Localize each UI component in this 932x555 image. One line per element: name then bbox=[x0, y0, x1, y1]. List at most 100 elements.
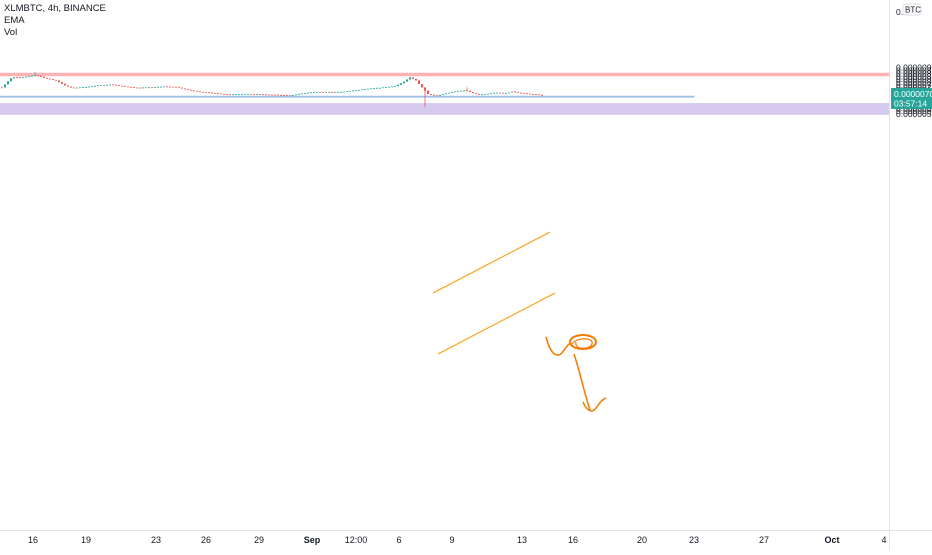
candle-body bbox=[13, 77, 15, 79]
currency-badge-box bbox=[902, 3, 922, 16]
candle-body bbox=[88, 86, 90, 88]
candle bbox=[286, 95, 288, 97]
candle-body bbox=[424, 87, 426, 91]
candle bbox=[31, 75, 33, 77]
candle bbox=[460, 90, 462, 92]
countdown-label: 03:57:14 bbox=[894, 98, 927, 108]
candle-body bbox=[70, 86, 72, 88]
candle bbox=[217, 93, 219, 95]
candle bbox=[337, 91, 339, 93]
candle-body bbox=[478, 93, 480, 95]
candle bbox=[421, 83, 423, 88]
candle bbox=[265, 94, 267, 96]
candle-body bbox=[214, 93, 216, 94]
candle-body bbox=[301, 93, 303, 95]
candle-body bbox=[280, 94, 282, 96]
candle bbox=[307, 92, 309, 94]
candle-body bbox=[319, 92, 321, 93]
candle bbox=[523, 93, 525, 94]
candle bbox=[427, 90, 429, 95]
candle bbox=[331, 91, 333, 93]
drawings bbox=[432, 231, 607, 412]
candle bbox=[34, 72, 36, 77]
candle bbox=[139, 87, 141, 89]
symbol-label: XLMBTC, 4h, BINANCE bbox=[4, 3, 106, 14]
candle-body bbox=[271, 94, 273, 96]
candle bbox=[268, 94, 270, 96]
candle bbox=[160, 86, 162, 88]
candle bbox=[58, 80, 60, 83]
candle bbox=[28, 76, 30, 78]
time-tick-label: 16 bbox=[568, 535, 578, 545]
candle-body bbox=[208, 92, 210, 94]
candle bbox=[178, 86, 180, 88]
time-tick-label: 6 bbox=[396, 535, 401, 545]
candle-body bbox=[157, 86, 159, 88]
candle-body bbox=[508, 92, 510, 94]
zone-resistance bbox=[0, 72, 889, 77]
candles bbox=[1, 72, 543, 108]
candle bbox=[97, 85, 99, 87]
candle bbox=[472, 91, 474, 94]
candle bbox=[277, 94, 279, 96]
candle bbox=[49, 78, 51, 80]
channel-upper-line bbox=[432, 231, 551, 294]
indicator-vol[interactable]: Vol bbox=[4, 27, 18, 38]
candle-body bbox=[94, 85, 96, 87]
candle bbox=[514, 90, 516, 93]
candle bbox=[361, 89, 363, 91]
candle bbox=[346, 91, 348, 93]
candle-body bbox=[409, 77, 411, 80]
candle bbox=[376, 87, 378, 89]
candle bbox=[232, 94, 234, 96]
candle-body bbox=[31, 75, 33, 77]
candle bbox=[130, 86, 132, 88]
indicator-ema[interactable]: EMA bbox=[4, 15, 25, 26]
candle bbox=[475, 93, 477, 94]
price-tick-label: 0.00000860 bbox=[896, 68, 932, 78]
candle bbox=[208, 92, 210, 94]
candle bbox=[196, 90, 198, 92]
candle bbox=[388, 86, 390, 88]
candle bbox=[142, 87, 144, 89]
candle bbox=[112, 84, 114, 86]
currency-label: BTC bbox=[905, 6, 921, 15]
candle bbox=[436, 95, 438, 97]
candle-body bbox=[61, 82, 63, 84]
price-tick-label: 0.00000880 bbox=[896, 66, 932, 76]
time-tick-label: 13 bbox=[517, 535, 527, 545]
candle-body bbox=[277, 94, 279, 96]
candle bbox=[43, 76, 45, 78]
candle bbox=[325, 91, 327, 93]
candle bbox=[7, 81, 9, 85]
candle-body bbox=[511, 91, 513, 93]
candle bbox=[166, 86, 168, 88]
candle-body bbox=[196, 90, 198, 92]
candle-body bbox=[451, 92, 453, 93]
candle-body bbox=[259, 94, 261, 95]
candle-body bbox=[133, 87, 135, 89]
candle bbox=[481, 94, 483, 96]
candle bbox=[274, 94, 276, 96]
candle-body bbox=[499, 92, 501, 94]
candle-body bbox=[112, 84, 114, 86]
candle bbox=[430, 93, 432, 95]
candle-body bbox=[325, 91, 327, 93]
candle-body bbox=[232, 94, 234, 96]
candle bbox=[295, 94, 297, 96]
candle-body bbox=[151, 87, 153, 89]
candle bbox=[211, 92, 213, 94]
candle bbox=[1, 87, 3, 89]
candle bbox=[403, 81, 405, 84]
candle-body bbox=[295, 94, 297, 96]
candle bbox=[91, 86, 93, 87]
candle-body bbox=[148, 87, 150, 89]
candle bbox=[151, 87, 153, 89]
candle bbox=[223, 93, 225, 95]
candle-body bbox=[265, 94, 267, 96]
candle bbox=[13, 77, 15, 79]
candle-body bbox=[355, 90, 357, 92]
candle bbox=[241, 94, 243, 95]
